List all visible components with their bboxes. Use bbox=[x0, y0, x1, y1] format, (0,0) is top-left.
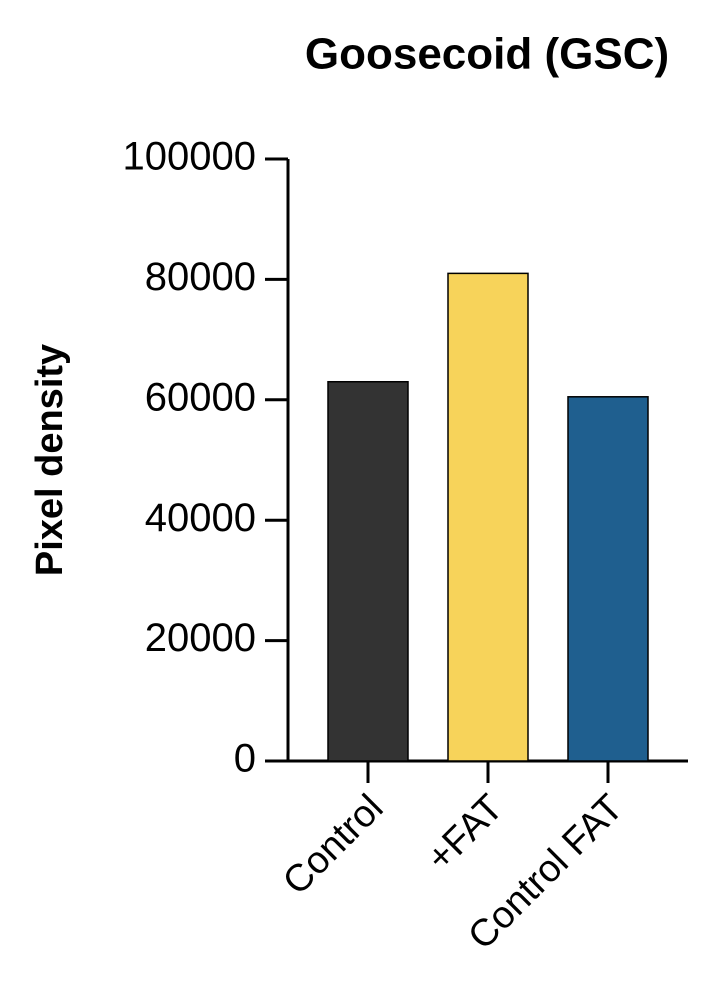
bar bbox=[567, 396, 649, 762]
bar bbox=[327, 380, 409, 762]
y-axis-label: Pixel density bbox=[29, 344, 71, 576]
x-tick-label: Control bbox=[275, 787, 391, 903]
x-tick-label: +FAT bbox=[419, 787, 512, 880]
y-tick-label: 100000 bbox=[123, 135, 256, 179]
y-tick-label: 80000 bbox=[145, 255, 256, 299]
chart-title: Goosecoid (GSC) bbox=[305, 30, 669, 79]
y-tick-label: 20000 bbox=[145, 616, 256, 660]
y-tick-label: 40000 bbox=[145, 496, 256, 540]
bar bbox=[447, 272, 529, 762]
y-tick-label: 0 bbox=[234, 737, 256, 781]
y-tick-label: 60000 bbox=[145, 375, 256, 419]
